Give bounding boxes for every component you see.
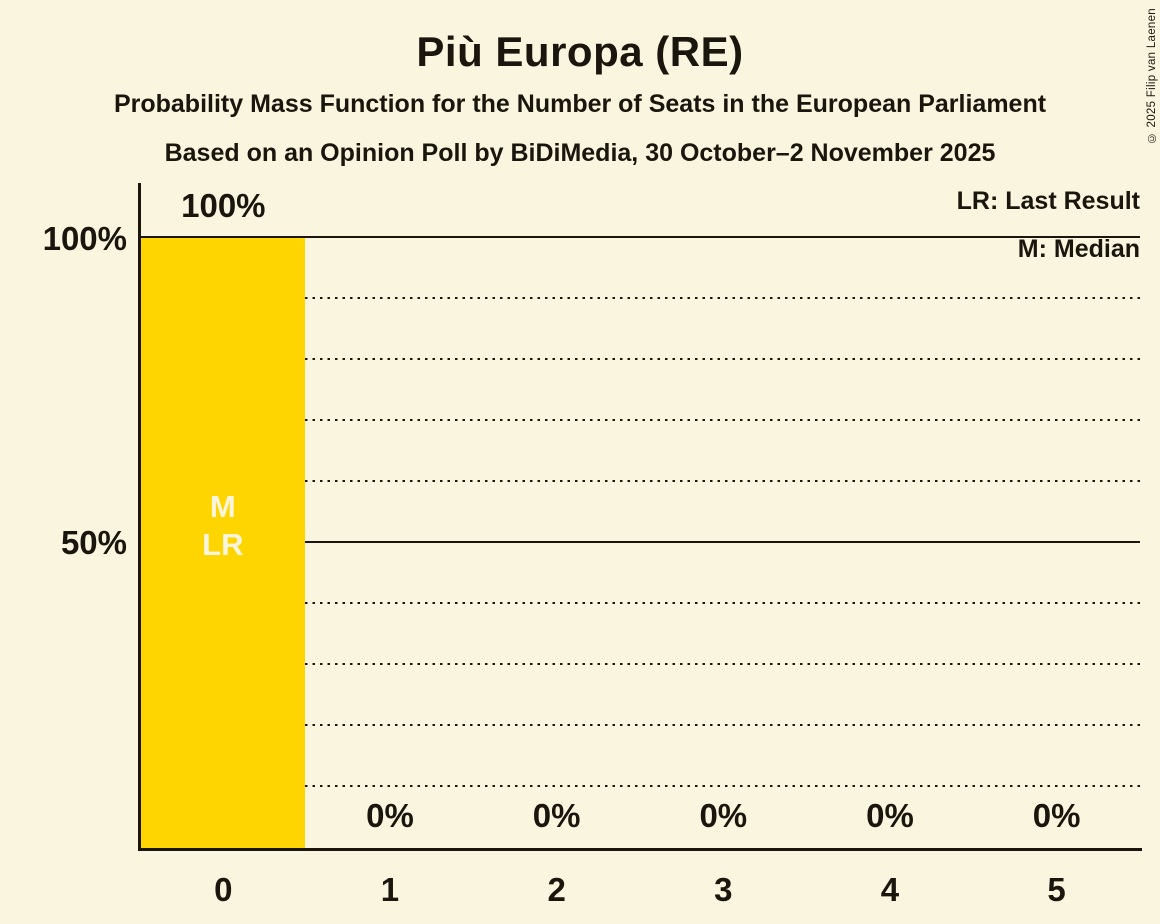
gridline-50pct (140, 541, 1140, 543)
bar-slot-4: 0% (807, 238, 974, 848)
x-axis (138, 848, 1142, 851)
gridline-10pct (140, 785, 1140, 787)
median-marker: M (209, 489, 236, 525)
y-axis (138, 183, 141, 851)
bar-value-label-5: 0% (1032, 797, 1081, 834)
x-tick-label-3: 3 (714, 871, 733, 908)
bar-value-label-1: 0% (366, 797, 414, 834)
gridline-90pct (140, 297, 1140, 299)
bar-slot-5: 0% (973, 238, 1140, 848)
page-title: Più Europa (RE) (416, 28, 744, 75)
bar-slot-1: 0% (307, 238, 474, 848)
gridline-70pct (140, 419, 1140, 421)
bar-value-label-2: 0% (532, 797, 581, 834)
gridline-80pct (140, 358, 1140, 360)
bar-slot-2: 0% (473, 238, 640, 848)
x-tick-label-5: 5 (1047, 871, 1066, 908)
gridline-100pct (140, 236, 1140, 238)
plot-area: M LR 100% 0% 0% 0% 0% (140, 188, 1140, 848)
chart-source-subtitle: Based on an Opinion Poll by BiDiMedia, 3… (164, 139, 996, 167)
bar-slot-3: 0% (640, 238, 807, 848)
median-last-result-annotation: M LR (141, 488, 305, 564)
x-tick-labels: 0 1 2 3 4 5 (140, 871, 1140, 909)
x-tick-label-4: 4 (880, 871, 900, 908)
bar-value-label-0: 100% (181, 187, 266, 224)
x-tick-label-0: 0 (214, 871, 233, 908)
gridline-20pct (140, 724, 1140, 726)
gridline-30pct (140, 663, 1140, 665)
y-tick-label-100: 100% (42, 220, 127, 257)
legend-median: M: Median (1017, 235, 1140, 263)
x-tick-label-2: 2 (547, 871, 566, 908)
gridline-40pct (140, 602, 1140, 604)
bar-value-label-4: 0% (866, 797, 914, 834)
bar-seats-0: M LR (141, 238, 305, 848)
x-tick-label-1: 1 (380, 871, 400, 908)
bar-slot-0: M LR 100% (140, 188, 307, 848)
bar-value-label-3: 0% (699, 797, 748, 834)
chart-subtitle: Probability Mass Function for the Number… (113, 90, 1047, 118)
copyright-notice: © 2025 Filip van Laenen (1146, 8, 1158, 144)
y-tick-label-50: 50% (60, 524, 127, 561)
bar-series: M LR 100% 0% 0% 0% 0% (140, 188, 1140, 848)
last-result-marker: LR (202, 527, 244, 563)
legend-last-result: LR: Last Result (956, 187, 1140, 215)
gridline-60pct (140, 480, 1140, 482)
